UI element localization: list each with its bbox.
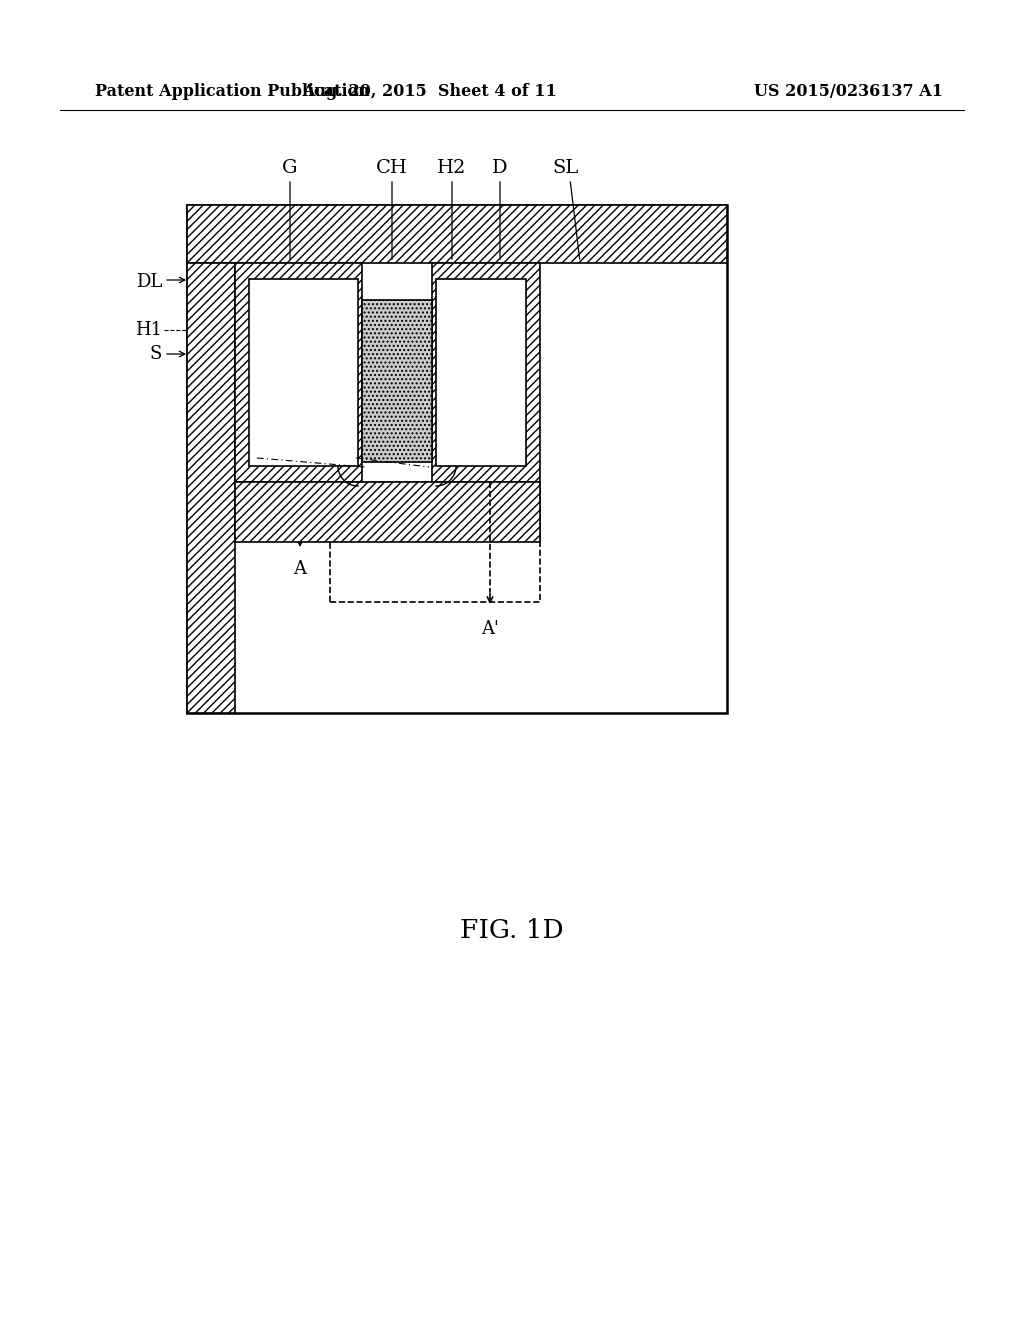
Bar [234,263,362,482]
Text: H1: H1 [135,321,162,339]
Bar [234,482,540,543]
Bar [432,263,540,482]
Bar [187,205,727,263]
Text: SL: SL [552,158,579,177]
Bar [187,263,234,713]
Text: G: G [283,158,298,177]
Text: FIG. 1D: FIG. 1D [460,917,564,942]
Text: DL: DL [136,273,162,290]
Text: S: S [150,345,162,363]
Bar [362,300,432,462]
Text: CH: CH [376,158,408,177]
Text: A': A' [481,620,499,638]
Bar [187,205,727,713]
Text: H2: H2 [437,158,467,177]
Text: US 2015/0236137 A1: US 2015/0236137 A1 [754,83,942,100]
Bar [330,482,540,602]
Text: D: D [493,158,508,177]
Text: A: A [294,560,306,578]
Text: Patent Application Publication: Patent Application Publication [95,83,370,100]
Bar [436,279,526,466]
Bar [249,279,358,466]
Text: Aug. 20, 2015  Sheet 4 of 11: Aug. 20, 2015 Sheet 4 of 11 [303,83,557,100]
